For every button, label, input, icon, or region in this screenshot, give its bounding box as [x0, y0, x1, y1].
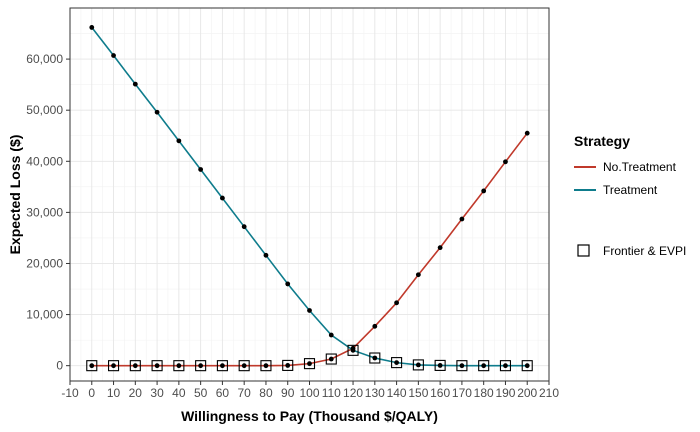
- x-tick-label: 0: [88, 386, 95, 400]
- data-point-treatment: [394, 360, 399, 365]
- data-point-treatment: [264, 253, 269, 258]
- x-tick-label: 100: [299, 386, 319, 400]
- x-tick-label: 20: [129, 386, 143, 400]
- data-point-no-treatment: [503, 159, 508, 164]
- data-point-treatment: [307, 308, 312, 313]
- x-tick-label: 140: [387, 386, 407, 400]
- data-point-treatment: [416, 363, 421, 368]
- data-point-no-treatment: [481, 189, 486, 194]
- x-tick-label: 170: [452, 386, 472, 400]
- x-tick-label: 30: [150, 386, 164, 400]
- x-axis-title: Willingness to Pay (Thousand $/QALY): [181, 408, 438, 424]
- x-tick-label: 160: [430, 386, 450, 400]
- data-point-treatment: [242, 224, 247, 229]
- x-tick-label: -10: [61, 386, 79, 400]
- legend-label-no-treatment: No.Treatment: [603, 160, 677, 174]
- data-point-treatment: [111, 53, 116, 58]
- data-point-treatment: [372, 356, 377, 361]
- legend-label-frontier: Frontier & EVPI: [603, 244, 686, 258]
- y-tick-label: 60,000: [26, 52, 63, 66]
- data-point-no-treatment: [394, 300, 399, 305]
- x-tick-label: 60: [216, 386, 230, 400]
- data-point-no-treatment: [438, 245, 443, 250]
- data-point-no-treatment: [220, 363, 225, 368]
- x-tick-label: 200: [517, 386, 537, 400]
- data-point-no-treatment: [155, 363, 160, 368]
- y-tick-label: 10,000: [26, 308, 63, 322]
- data-point-treatment: [220, 196, 225, 201]
- y-tick-label: 20,000: [26, 256, 63, 270]
- data-point-treatment: [176, 138, 181, 143]
- y-tick-label: 30,000: [26, 205, 63, 219]
- data-point-treatment: [155, 110, 160, 115]
- data-point-treatment: [525, 363, 530, 368]
- data-point-no-treatment: [198, 363, 203, 368]
- legend-label-treatment: Treatment: [603, 183, 658, 197]
- data-point-no-treatment: [242, 363, 247, 368]
- x-tick-label: 40: [172, 386, 186, 400]
- data-point-no-treatment: [285, 363, 290, 368]
- y-tick-label: 0: [56, 359, 63, 373]
- data-point-treatment: [351, 348, 356, 353]
- data-point-treatment: [198, 167, 203, 172]
- data-point-no-treatment: [176, 363, 181, 368]
- data-point-no-treatment: [372, 324, 377, 329]
- x-tick-label: 180: [474, 386, 494, 400]
- data-point-no-treatment: [329, 357, 334, 362]
- data-point-no-treatment: [264, 363, 269, 368]
- y-axis-title: Expected Loss ($): [7, 135, 23, 255]
- data-point-no-treatment: [307, 361, 312, 366]
- data-point-treatment: [89, 25, 94, 30]
- x-tick-label: 190: [495, 386, 515, 400]
- x-tick-label: 70: [238, 386, 252, 400]
- x-tick-label: 110: [322, 386, 341, 400]
- data-point-treatment: [329, 333, 334, 338]
- x-tick-label: 130: [365, 386, 385, 400]
- x-tick-label: 10: [107, 386, 121, 400]
- data-point-treatment: [503, 363, 508, 368]
- data-point-no-treatment: [89, 363, 94, 368]
- y-tick-label: 40,000: [26, 154, 63, 168]
- data-point-no-treatment: [111, 363, 116, 368]
- x-tick-label: 50: [194, 386, 208, 400]
- x-tick-label: 90: [281, 386, 295, 400]
- data-point-treatment: [285, 282, 290, 287]
- x-tick-label: 210: [539, 386, 559, 400]
- data-point-no-treatment: [133, 363, 138, 368]
- y-tick-label: 50,000: [26, 103, 63, 117]
- data-point-treatment: [133, 82, 138, 87]
- data-point-treatment: [481, 363, 486, 368]
- data-point-no-treatment: [460, 217, 465, 222]
- legend-title: Strategy: [574, 133, 630, 149]
- data-point-no-treatment: [416, 272, 421, 277]
- data-point-treatment: [460, 363, 465, 368]
- x-tick-label: 120: [343, 386, 363, 400]
- x-tick-label: 80: [259, 386, 273, 400]
- data-point-no-treatment: [525, 131, 530, 136]
- x-tick-label: 150: [408, 386, 428, 400]
- data-point-treatment: [438, 363, 443, 368]
